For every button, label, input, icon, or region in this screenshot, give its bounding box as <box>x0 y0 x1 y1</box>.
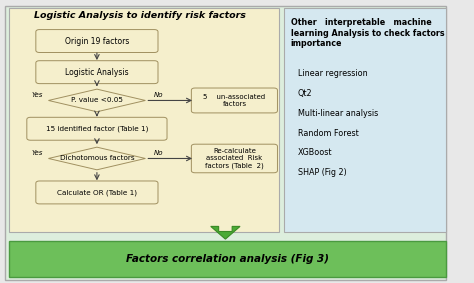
Text: Re-calculate
associated  Risk
factors (Table  2): Re-calculate associated Risk factors (Ta… <box>205 148 264 169</box>
FancyBboxPatch shape <box>191 88 277 113</box>
FancyBboxPatch shape <box>36 30 158 53</box>
Text: Yes: Yes <box>31 92 43 98</box>
Text: Calculate OR (Table 1): Calculate OR (Table 1) <box>57 189 137 196</box>
Text: Qt2: Qt2 <box>298 89 312 98</box>
Polygon shape <box>48 147 146 170</box>
Polygon shape <box>211 226 240 239</box>
FancyBboxPatch shape <box>9 241 447 277</box>
Text: Dichotomous factors: Dichotomous factors <box>60 155 134 162</box>
Text: No: No <box>154 150 164 156</box>
Text: Logistic Analysis: Logistic Analysis <box>65 68 129 77</box>
Text: Other   interpretable   machine
learning Analysis to check factors
importance: Other interpretable machine learning Ana… <box>291 18 445 48</box>
Text: Random Forest: Random Forest <box>298 128 358 138</box>
Text: 5    un-associated
factors: 5 un-associated factors <box>203 94 265 107</box>
FancyBboxPatch shape <box>5 6 447 280</box>
FancyBboxPatch shape <box>36 181 158 204</box>
Text: Multi-linear analysis: Multi-linear analysis <box>298 109 378 118</box>
Text: 15 identified factor (Table 1): 15 identified factor (Table 1) <box>46 126 148 132</box>
Text: Linear regression: Linear regression <box>298 69 367 78</box>
Text: Yes: Yes <box>31 150 43 156</box>
FancyBboxPatch shape <box>191 144 277 173</box>
FancyBboxPatch shape <box>27 117 167 140</box>
FancyBboxPatch shape <box>284 8 447 232</box>
Text: No: No <box>154 92 164 98</box>
Text: SHAP (Fig 2): SHAP (Fig 2) <box>298 168 346 177</box>
FancyBboxPatch shape <box>9 8 280 232</box>
Text: P. value <0.05: P. value <0.05 <box>71 97 123 104</box>
Text: XGBoost: XGBoost <box>298 148 332 157</box>
Polygon shape <box>48 89 146 112</box>
FancyBboxPatch shape <box>36 61 158 84</box>
Text: Origin 19 factors: Origin 19 factors <box>65 37 129 46</box>
Text: Logistic Analysis to identify risk factors: Logistic Analysis to identify risk facto… <box>34 11 246 20</box>
Text: Factors correlation analysis (Fig 3): Factors correlation analysis (Fig 3) <box>126 254 329 264</box>
